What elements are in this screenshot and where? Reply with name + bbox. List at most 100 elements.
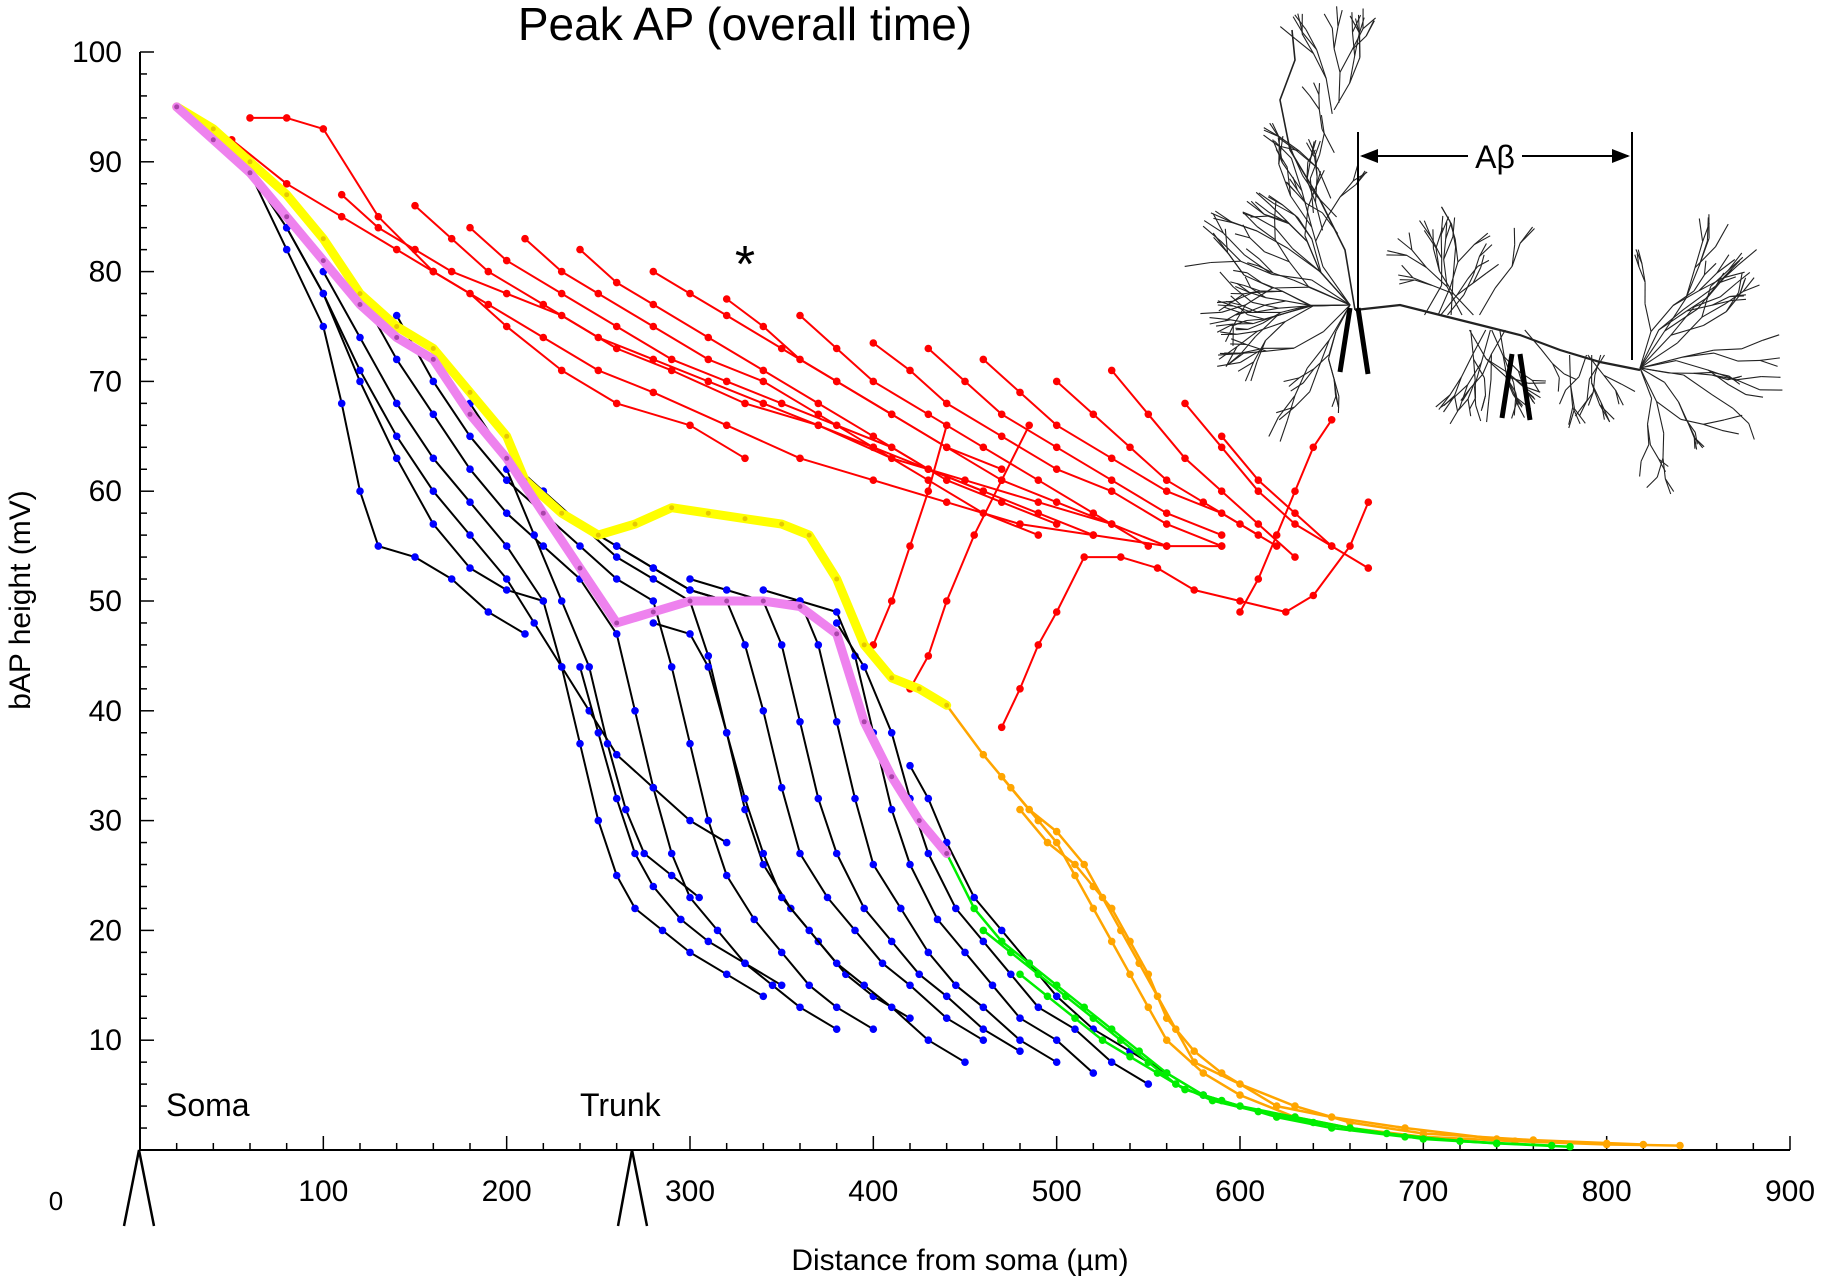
dendrite-branch: [1283, 377, 1300, 383]
data-point: [649, 597, 658, 605]
dendrite-branch: [1278, 164, 1292, 197]
data-point: [1364, 498, 1373, 507]
data-point: [897, 904, 905, 913]
series-red-6: [521, 234, 1043, 539]
series-line: [835, 622, 1150, 1086]
data-point: [595, 532, 601, 538]
data-point: [612, 750, 621, 759]
data-point: [1107, 366, 1116, 375]
soma-electrode-marker: [122, 1149, 156, 1227]
data-point: [631, 904, 639, 913]
dendrite-branch: [1279, 138, 1298, 152]
data-point: [805, 981, 813, 990]
dendrite-branch: [1722, 260, 1741, 279]
data-point: [906, 860, 914, 869]
data-point: [805, 926, 813, 935]
data-point: [759, 992, 768, 1001]
data-point: [667, 663, 676, 671]
dendrite-branch: [1334, 394, 1340, 408]
data-point: [210, 137, 216, 143]
dendrite-branch: [1220, 240, 1242, 262]
dendrite-branch: [1531, 380, 1540, 393]
dendrite-branch: [1640, 444, 1650, 462]
data-point: [1190, 1058, 1198, 1066]
series-black-11: [759, 586, 1098, 1077]
dendrite-branch: [1306, 162, 1309, 180]
data-point: [1364, 564, 1373, 572]
dendrite-branch: [1423, 220, 1432, 238]
dendrite-branch: [1298, 368, 1315, 379]
data-point: [695, 893, 703, 902]
data-point: [759, 860, 768, 869]
dendrite-branch: [1443, 236, 1454, 260]
dendrite-branch: [1443, 259, 1448, 287]
y-tick-label: 10: [89, 1024, 122, 1057]
data-point: [649, 882, 658, 891]
data-point: [284, 192, 290, 198]
dendrite-branch: [1641, 263, 1646, 283]
data-point: [521, 234, 529, 243]
dendrite-branch: [1244, 254, 1273, 275]
dendrite-branch: [1275, 149, 1288, 168]
dendrite-branch: [1311, 279, 1351, 306]
series-line: [469, 226, 1058, 526]
dendrite-branch: [1452, 217, 1456, 237]
data-point: [337, 190, 346, 199]
dendrite-branch: [1269, 203, 1288, 223]
dendrite-branch: [1305, 29, 1318, 51]
dendrite-branch: [1469, 329, 1487, 360]
data-point: [392, 432, 401, 441]
dendrite-branch: [1636, 253, 1640, 267]
data-point: [649, 783, 658, 792]
data-point: [392, 399, 401, 408]
dendrite-branch: [1314, 202, 1324, 231]
dendrite-branch: [1277, 395, 1296, 418]
dendrite-branch: [1284, 305, 1312, 314]
data-point: [1052, 1036, 1061, 1044]
data-point: [1089, 1014, 1098, 1022]
dendrite-branch: [1279, 136, 1300, 152]
data-point: [889, 675, 895, 681]
data-point: [933, 915, 942, 924]
data-point: [759, 707, 768, 715]
data-point: [374, 223, 383, 232]
data-point: [585, 663, 593, 671]
x-tick-label: 200: [482, 1175, 532, 1208]
data-point: [997, 432, 1006, 441]
data-point: [1107, 476, 1116, 485]
data-point: [944, 702, 950, 708]
data-point: [997, 926, 1006, 935]
data-point: [667, 849, 676, 858]
dendrite-branch: [1712, 371, 1730, 377]
dendrite-branch: [1715, 223, 1729, 248]
dendrite-branch: [1268, 195, 1283, 206]
data-point: [1217, 1096, 1226, 1105]
data-point: [1071, 1014, 1079, 1022]
dendrite-branch: [1214, 210, 1233, 224]
dendrite-branch: [1591, 382, 1601, 406]
chart-title: Peak AP (overall time): [518, 0, 972, 50]
dendrite-branch: [1467, 380, 1476, 400]
dendrite-branch: [1646, 476, 1658, 488]
dendrite-branch: [1664, 478, 1672, 495]
data-point: [906, 761, 914, 770]
dendrite-branch: [1323, 304, 1351, 332]
data-point: [247, 159, 253, 165]
dendrite-branch: [1249, 304, 1266, 312]
data-point: [961, 948, 969, 957]
dendrite-branch: [1664, 298, 1687, 332]
dendrite-branch: [1333, 26, 1339, 49]
dendrite-branch: [1267, 215, 1290, 225]
data-point: [887, 410, 896, 419]
dendrite-branch: [1319, 271, 1351, 306]
dendrite-branch: [1472, 266, 1482, 284]
data-point: [796, 454, 804, 463]
data-point: [1190, 586, 1198, 594]
data-point: [887, 937, 896, 946]
dendrite-branch: [1594, 354, 1602, 376]
dendrite-branch: [1474, 235, 1491, 245]
data-point: [1089, 904, 1098, 913]
data-point: [1566, 1142, 1574, 1151]
dendrite-branch: [1272, 286, 1309, 289]
dendrite-branch: [1761, 376, 1781, 378]
